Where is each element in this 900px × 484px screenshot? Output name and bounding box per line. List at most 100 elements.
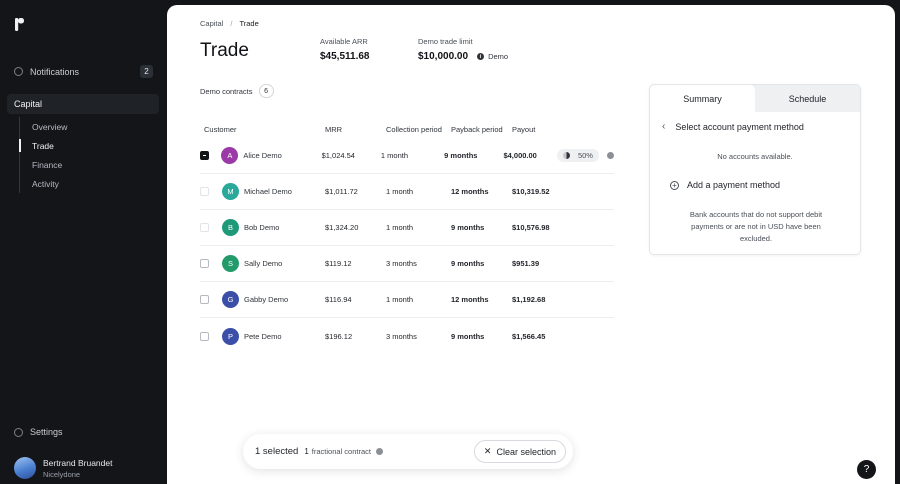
notifications-item[interactable]: Notifications 2: [14, 65, 153, 78]
selected-count: 1 selected: [255, 446, 299, 457]
table-row[interactable]: M Michael Demo $1,011.72 1 month 12 mont…: [200, 174, 614, 210]
breadcrumb-capital[interactable]: Capital: [200, 19, 224, 28]
breadcrumb-trade: Trade: [239, 19, 259, 28]
payback-period-value: 9 months: [451, 223, 485, 232]
info-icon[interactable]: [375, 448, 383, 455]
payout-value: $4,000.00: [503, 151, 537, 160]
help-button[interactable]: ?: [857, 460, 876, 479]
tab-summary[interactable]: Summary: [650, 85, 755, 112]
settings-icon: [14, 427, 23, 437]
user-org: Nicelydone: [43, 469, 81, 479]
demo-tag-label: Demo: [488, 52, 509, 61]
close-icon: ✕: [483, 446, 492, 456]
row-checkbox[interactable]: [200, 331, 209, 341]
notifications-label: Notifications: [30, 66, 80, 77]
payback-period-value: 9 months: [451, 331, 485, 341]
table-row[interactable]: B Bob Demo $1,324.20 1 month 9 months $1…: [200, 210, 614, 246]
column-customer[interactable]: Customer: [204, 124, 237, 134]
clear-selection-button[interactable]: ✕ Clear selection: [473, 440, 566, 463]
mrr-value: $1,011.72: [325, 187, 358, 196]
select-payment-method[interactable]: ‹ Select account payment method: [662, 121, 804, 132]
customer-avatar: S: [222, 255, 239, 272]
customer-avatar: P: [222, 327, 239, 345]
trade-limit-value: $10,000.00: [418, 51, 469, 62]
pie-icon: [562, 152, 570, 159]
available-arr-value: $45,511.68: [320, 51, 370, 62]
column-mrr[interactable]: MRR: [325, 124, 343, 134]
fraction-pill[interactable]: 50%: [556, 149, 599, 162]
mrr-value: $196.12: [325, 331, 353, 341]
customer-avatar: B: [222, 219, 239, 236]
subnav-item-trade[interactable]: Trade: [19, 136, 159, 155]
customer-avatar: M: [222, 183, 239, 200]
excluded-accounts-note: Bank accounts that do not support debit …: [689, 210, 823, 243]
customer-name: Gabby Demo: [244, 295, 289, 304]
subnav-item-finance[interactable]: Finance: [32, 159, 63, 170]
payout-value: $951.39: [512, 259, 540, 268]
fractional-label: fractional contract: [311, 447, 371, 456]
breadcrumb-separator: /: [230, 19, 233, 28]
table-row[interactable]: S Sally Demo $119.12 3 months 9 months $…: [200, 246, 614, 282]
capital-subnav: Overview Trade Finance Activity: [19, 117, 159, 193]
column-collection-period[interactable]: Collection period: [386, 124, 442, 134]
contracts-table: Customer MRR Collection period Payback p…: [200, 120, 614, 354]
demo-contracts-count: 6: [258, 84, 274, 98]
app-logo-icon[interactable]: [15, 18, 25, 31]
table-row[interactable]: G Gabby Demo $116.94 1 month 12 months $…: [200, 282, 614, 318]
subnav-item-activity[interactable]: Activity: [32, 178, 59, 189]
notifications-icon: [14, 67, 23, 76]
customer-name: Sally Demo: [244, 259, 283, 268]
payout-value: $10,319.52: [512, 187, 550, 196]
payout-value: $10,576.98: [512, 223, 550, 232]
summary-tabs: Summary Schedule: [650, 85, 860, 112]
subnav-item-overview[interactable]: Overview: [32, 121, 68, 132]
info-icon[interactable]: [606, 152, 614, 159]
available-arr-label: Available ARR: [320, 37, 368, 46]
table-header: Customer MRR Collection period Payback p…: [200, 120, 614, 138]
chevron-left-icon: ‹: [662, 121, 666, 132]
payout-value: $1,192.68: [512, 295, 546, 304]
mrr-value: $1,024.54: [321, 151, 355, 160]
user-profile[interactable]: Bertrand Bruandet Nicelydone: [14, 457, 112, 479]
fractional-contract-info: 1 fractional contract: [304, 447, 383, 456]
customer-name: Michael Demo: [244, 187, 292, 196]
column-payout[interactable]: Payout: [512, 124, 536, 134]
payback-period-value: 9 months: [451, 259, 485, 268]
settings-item[interactable]: Settings: [14, 427, 63, 437]
row-checkbox[interactable]: [200, 151, 209, 160]
row-checkbox[interactable]: [200, 295, 209, 304]
demo-tag[interactable]: i Demo: [477, 52, 508, 61]
row-checkbox[interactable]: [200, 223, 209, 232]
payout-value: $1,566.45: [512, 331, 546, 341]
row-checkbox[interactable]: [200, 187, 209, 196]
selection-bar: 1 selected 1 fractional contract ✕ Clear…: [243, 434, 573, 469]
tab-schedule[interactable]: Schedule: [788, 93, 827, 104]
plus-circle-icon: +: [670, 180, 679, 190]
column-payback-period[interactable]: Payback period: [451, 124, 503, 134]
collection-period-value: 3 months: [386, 331, 417, 341]
user-name: Bertrand Bruandet: [43, 457, 113, 468]
customer-name: Pete Demo: [244, 331, 282, 341]
info-icon: i: [477, 53, 485, 60]
sidebar-item-capital[interactable]: Capital: [7, 94, 159, 114]
add-payment-method-button[interactable]: + Add a payment method: [670, 180, 780, 190]
customer-name: Bob Demo: [244, 223, 280, 232]
summary-panel: Summary Schedule ‹ Select account paymen…: [649, 84, 861, 255]
main-panel: Capital / Trade Trade Available ARR $45,…: [167, 5, 895, 484]
table-row[interactable]: P Pete Demo $196.12 3 months 9 months $1…: [200, 318, 614, 354]
available-arr-stat: Available ARR $45,511.68: [320, 37, 370, 62]
page-title: Trade: [200, 40, 249, 61]
collection-period-value: 1 month: [386, 187, 414, 196]
add-payment-method-label: Add a payment method: [687, 180, 781, 190]
mrr-value: $1,324.20: [325, 223, 359, 232]
row-checkbox[interactable]: [200, 259, 209, 268]
customer-avatar: G: [222, 291, 239, 308]
collection-period-value: 1 month: [386, 295, 414, 304]
demo-contracts-label: Demo contracts: [200, 86, 253, 96]
table-row[interactable]: A Alice Demo $1,024.54 1 month 9 months …: [200, 138, 614, 174]
trade-limit-stat: Demo trade limit $10,000.00 i Demo: [418, 37, 508, 62]
demo-contracts: Demo contracts 6: [200, 84, 274, 98]
collection-period-value: 1 month: [380, 151, 409, 160]
trade-limit-label: Demo trade limit: [418, 37, 473, 46]
customer-avatar: A: [221, 147, 239, 164]
